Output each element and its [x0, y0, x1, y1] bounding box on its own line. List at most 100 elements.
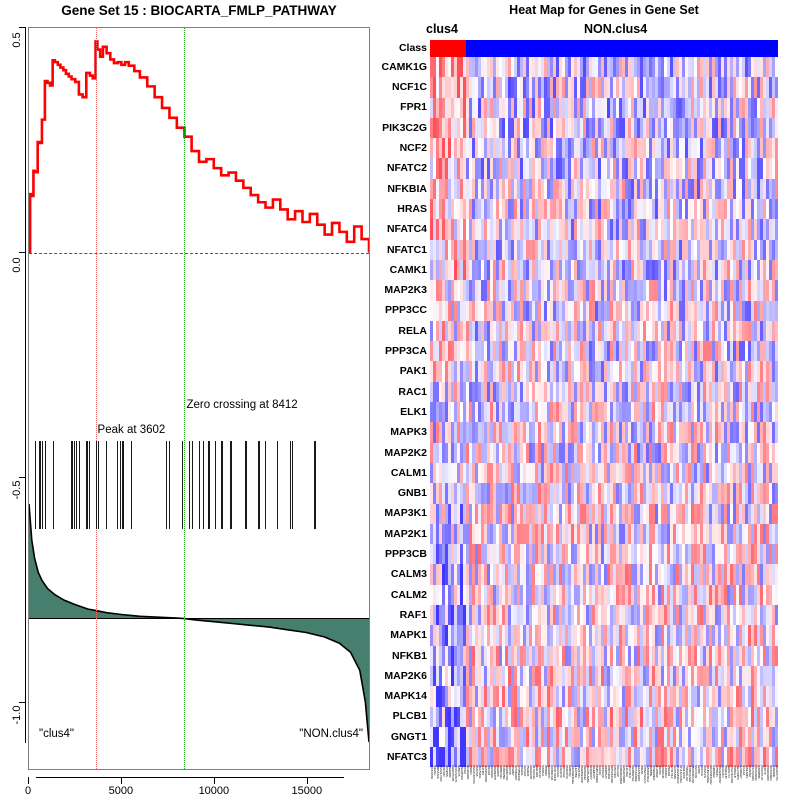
heatmap-cell: [598, 402, 601, 423]
heatmap-cell: [598, 747, 601, 768]
heatmap-cell: [487, 564, 490, 585]
heatmap-cell: [547, 259, 550, 281]
heatmap-cell: [565, 544, 568, 565]
heatmap-cell: [733, 138, 736, 159]
heatmap-cell: [478, 422, 481, 443]
heatmap-cell: [571, 138, 574, 159]
heatmap-cell: [442, 300, 445, 321]
heatmap-cell: [559, 77, 562, 98]
heatmap-cell: [550, 686, 553, 707]
heatmap-cell: [661, 665, 664, 687]
heatmap-cell: [466, 645, 469, 666]
heatmap-cell: [541, 706, 544, 727]
heatmap-cell: [760, 625, 763, 646]
heatmap-cell: [634, 178, 637, 200]
heatmap-cell: [658, 625, 661, 646]
heatmap-cell: [475, 300, 478, 321]
heatmap-cell: [538, 138, 541, 159]
heatmap-sample-label: ODLKO0OQ1DV: [709, 765, 712, 785]
heatmap-cell: [661, 381, 664, 403]
gsea-curves: [28, 40, 371, 743]
heatmap-cell: [670, 219, 673, 240]
heatmap-cell: [574, 584, 577, 606]
heatmap-cell: [433, 462, 436, 484]
heatmap-cell: [601, 300, 604, 321]
heatmap-cell: [445, 158, 448, 179]
heatmap-cell: [742, 503, 745, 524]
heatmap-cell: [745, 158, 748, 179]
heatmap-cell: [679, 219, 682, 240]
heatmap-cell: [775, 77, 778, 98]
heatmap-cell: [631, 199, 634, 220]
heatmap-cell: [442, 341, 445, 362]
gene-hit-mark: [289, 441, 291, 529]
heatmap-cell: [589, 239, 592, 260]
heatmap-cell: [661, 57, 664, 78]
heatmap-cell: [736, 747, 739, 768]
heatmap-cell: [688, 483, 691, 504]
heatmap-cell: [688, 523, 691, 545]
heatmap-cell: [517, 280, 520, 301]
heatmap-cell: [772, 442, 775, 463]
heatmap-cell: [643, 341, 646, 362]
heatmap-cell: [577, 706, 580, 727]
heatmap-cell: [625, 523, 628, 545]
heatmap-cell: [529, 706, 532, 727]
heatmap-cell: [676, 178, 679, 200]
heatmap-cell: [628, 645, 631, 666]
gene-hit-mark: [52, 441, 55, 529]
heatmap-cell: [607, 503, 610, 524]
heatmap-cell: [454, 686, 457, 707]
heatmap-cell: [571, 57, 574, 78]
heatmap-cell: [481, 462, 484, 484]
heatmap-cell: [775, 300, 778, 321]
heatmap-cell: [637, 77, 640, 98]
heatmap-cell: [676, 605, 679, 626]
heatmap-cell: [517, 239, 520, 260]
heatmap-cell: [637, 320, 640, 342]
heatmap-cell: [466, 483, 469, 504]
heatmap-cell: [643, 726, 646, 748]
heatmap-cell: [697, 178, 700, 200]
heatmap-cell: [640, 138, 643, 159]
heatmap-cell: [682, 747, 685, 768]
heatmap-cell: [751, 503, 754, 524]
heatmap-cell: [496, 564, 499, 585]
heatmap-cell: [718, 706, 721, 727]
heatmap-cell: [679, 178, 682, 200]
heatmap-cell: [448, 259, 451, 281]
heatmap-cell: [688, 117, 691, 139]
heatmap-cell: [736, 625, 739, 646]
heatmap-cell: [700, 77, 703, 98]
heatmap-cell: [511, 706, 514, 727]
heatmap-cell: [661, 280, 664, 301]
zero-reference-line: [29, 252, 369, 254]
heatmap-cell: [493, 747, 496, 768]
heatmap-cell: [526, 402, 529, 423]
heatmap-cell: [598, 57, 601, 78]
heatmap-cell: [679, 239, 682, 260]
heatmap-cell: [481, 97, 484, 118]
heatmap-cell: [607, 402, 610, 423]
heatmap-cell: [436, 77, 439, 98]
heatmap-sample-label: YU6M38AQBG0: [619, 765, 622, 784]
heatmap-cell: [745, 280, 748, 301]
heatmap-cell: [700, 381, 703, 403]
heatmap-cell: [655, 77, 658, 98]
heatmap-cell: [667, 117, 670, 139]
heatmap-cell: [730, 625, 733, 646]
heatmap-cell: [634, 402, 637, 423]
heatmap-cell: [463, 280, 466, 301]
heatmap-cell: [541, 483, 544, 504]
heatmap-cell: [475, 686, 478, 707]
heatmap-cell: [718, 442, 721, 463]
heatmap-cell: [742, 280, 745, 301]
heatmap-cell: [730, 361, 733, 382]
heatmap-cell: [547, 686, 550, 707]
heatmap-cell: [772, 584, 775, 606]
heatmap-cell: [694, 706, 697, 727]
heatmap-cell: [568, 584, 571, 606]
heatmap-cell: [742, 483, 745, 504]
heatmap-cell: [730, 280, 733, 301]
heatmap-cell: [712, 462, 715, 484]
